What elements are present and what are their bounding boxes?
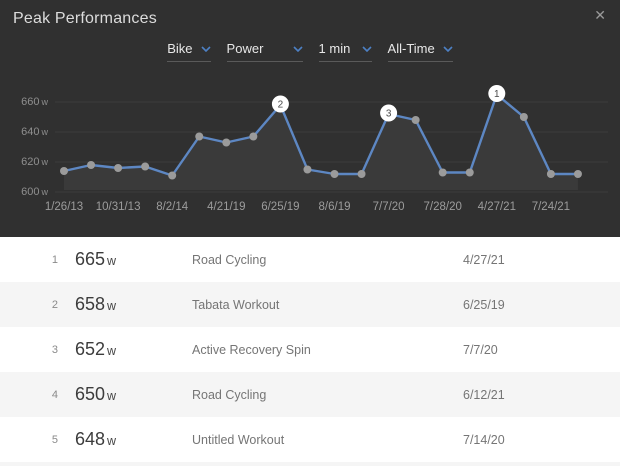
rank: 2 xyxy=(51,298,58,311)
x-axis-tick: 7/7/20 xyxy=(372,201,405,213)
svg-text:1: 1 xyxy=(494,89,500,100)
rank: 4 xyxy=(51,388,58,401)
activity-name: Road Cycling xyxy=(192,387,267,402)
peak-row[interactable]: 5 648 w Untitled Workout 7/14/20 xyxy=(0,417,620,462)
y-axis-tick: 600 w xyxy=(21,186,48,198)
rank: 3 xyxy=(51,343,58,356)
table-row-partial xyxy=(0,462,620,466)
x-axis-tick: 6/25/19 xyxy=(261,201,300,213)
x-axis-tick: 4/21/19 xyxy=(207,201,246,213)
activity-date: 4/27/21 xyxy=(463,252,505,267)
y-axis-tick: 660 w xyxy=(21,96,48,108)
rank: 1 xyxy=(51,253,58,266)
activity-name: Active Recovery Spin xyxy=(192,342,311,357)
peak-row[interactable]: 2 658 w Tabata Workout 6/25/19 xyxy=(0,282,620,327)
filter-sport-label: Bike xyxy=(167,41,193,56)
chevron-down-icon xyxy=(443,45,453,52)
rank: 5 xyxy=(51,433,58,446)
chevron-down-icon xyxy=(361,45,372,52)
x-axis-tick: 8/6/19 xyxy=(318,201,351,213)
x-axis-tick: 7/28/20 xyxy=(423,201,462,213)
peak-row[interactable]: 3 652 w Active Recovery Spin 7/7/20 xyxy=(0,327,620,372)
activity-date: 6/25/19 xyxy=(463,297,505,312)
peak-power-chart[interactable]: 1 2 3 xyxy=(0,0,620,237)
filter-duration-label: 1 min xyxy=(318,41,351,56)
filter-metric-dropdown[interactable]: Power xyxy=(226,41,303,62)
filter-metric-label: Power xyxy=(226,41,264,56)
filter-range-label: All-Time xyxy=(387,41,435,56)
filter-duration-dropdown[interactable]: 1 min xyxy=(318,41,372,62)
activity-name: Untitled Workout xyxy=(192,432,285,447)
peak-row[interactable]: 4 650 w Road Cycling 6/12/21 xyxy=(0,372,620,417)
peak-row[interactable]: 1 665 w Road Cycling 4/27/21 xyxy=(0,237,620,282)
activity-date: 7/14/20 xyxy=(463,432,505,447)
y-axis-tick: 640 w xyxy=(21,126,48,138)
svg-text:2: 2 xyxy=(278,100,284,111)
filter-bar: Bike Power 1 min All-Time xyxy=(0,41,620,62)
peak-performances-panel: Peak Performances ✕ Bike Power 1 min All… xyxy=(0,0,620,237)
close-button[interactable]: ✕ xyxy=(594,7,606,23)
x-axis-tick: 7/24/21 xyxy=(531,201,571,213)
peak-value: 650 w xyxy=(75,384,117,404)
x-axis-tick: 10/31/13 xyxy=(95,201,141,213)
activity-date: 7/7/20 xyxy=(463,342,498,357)
x-axis-tick: 4/27/21 xyxy=(477,201,516,213)
filter-sport-dropdown[interactable]: Bike xyxy=(167,41,211,62)
chevron-down-icon xyxy=(292,45,303,52)
activity-name: Road Cycling xyxy=(192,252,267,267)
peak-value: 652 w xyxy=(75,339,117,359)
x-axis-tick: 8/2/14 xyxy=(156,201,189,213)
peak-value: 665 w xyxy=(75,249,117,269)
filter-range-dropdown[interactable]: All-Time xyxy=(387,41,453,62)
panel-title: Peak Performances xyxy=(13,10,157,27)
activity-name: Tabata Workout xyxy=(192,297,280,312)
x-axis-tick: 1/26/13 xyxy=(44,201,84,213)
svg-text:3: 3 xyxy=(386,109,392,120)
y-axis-tick: 620 w xyxy=(21,156,48,168)
peak-list: 1 665 w Road Cycling 4/27/21 2 658 w Tabat… xyxy=(0,237,620,466)
activity-date: 6/12/21 xyxy=(463,387,505,402)
peak-value: 658 w xyxy=(75,294,117,314)
peak-value: 648 w xyxy=(75,429,117,449)
chevron-down-icon xyxy=(200,45,211,52)
